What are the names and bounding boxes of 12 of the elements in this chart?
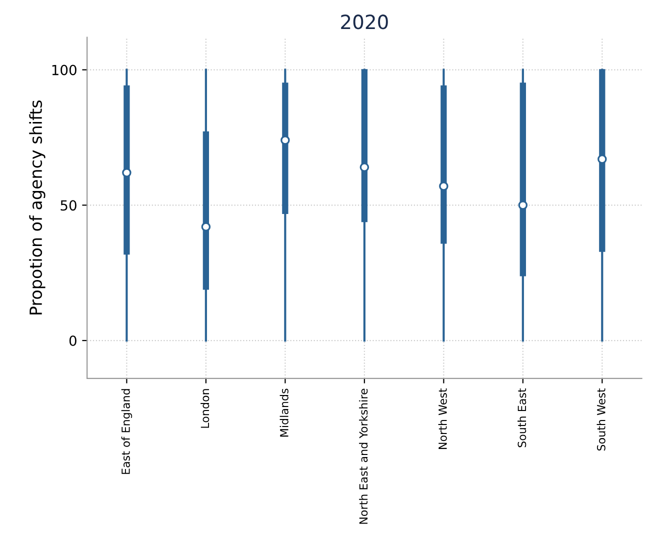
x-tick-label: London <box>200 389 210 428</box>
x-tick-label: North East and Yorkshire <box>359 388 368 524</box>
chart-title: 2020 <box>341 14 388 30</box>
y-tick-label: 100 <box>52 64 76 76</box>
x-tick-label: East of England <box>121 389 132 474</box>
x-tick-label: South East <box>518 388 526 448</box>
y-tick-label: 0 <box>69 335 76 346</box>
x-tick-label: North West <box>438 388 447 449</box>
y-tick-label: 50 <box>60 200 76 211</box>
x-tick-label: Midlands <box>280 388 288 437</box>
y-axis-title: Propotion of agency shifts <box>29 100 46 314</box>
x-tick-label: South West <box>596 388 606 451</box>
